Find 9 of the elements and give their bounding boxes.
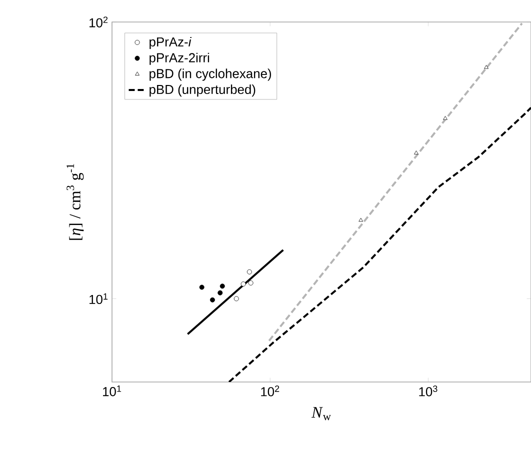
x-axis-title: N$_{w}$ bbox=[311, 407, 331, 420]
legend-label: pBD (unperturbed) bbox=[150, 84, 256, 97]
legend-label: pBD (in cyclohexane) bbox=[150, 68, 272, 81]
x-tick-label: 10$^{2}$ bbox=[261, 386, 280, 396]
y-axis-title: [η] / cm$^{3}$ g$^{-1}$ bbox=[66, 164, 84, 240]
legend-label: pPrAz-2irri bbox=[150, 52, 210, 65]
x-tick-label: 10$^{1}$ bbox=[103, 386, 122, 396]
x-tick-label: 10$^{3}$ bbox=[419, 386, 438, 396]
legend-label: pPrAz-i bbox=[150, 36, 192, 50]
